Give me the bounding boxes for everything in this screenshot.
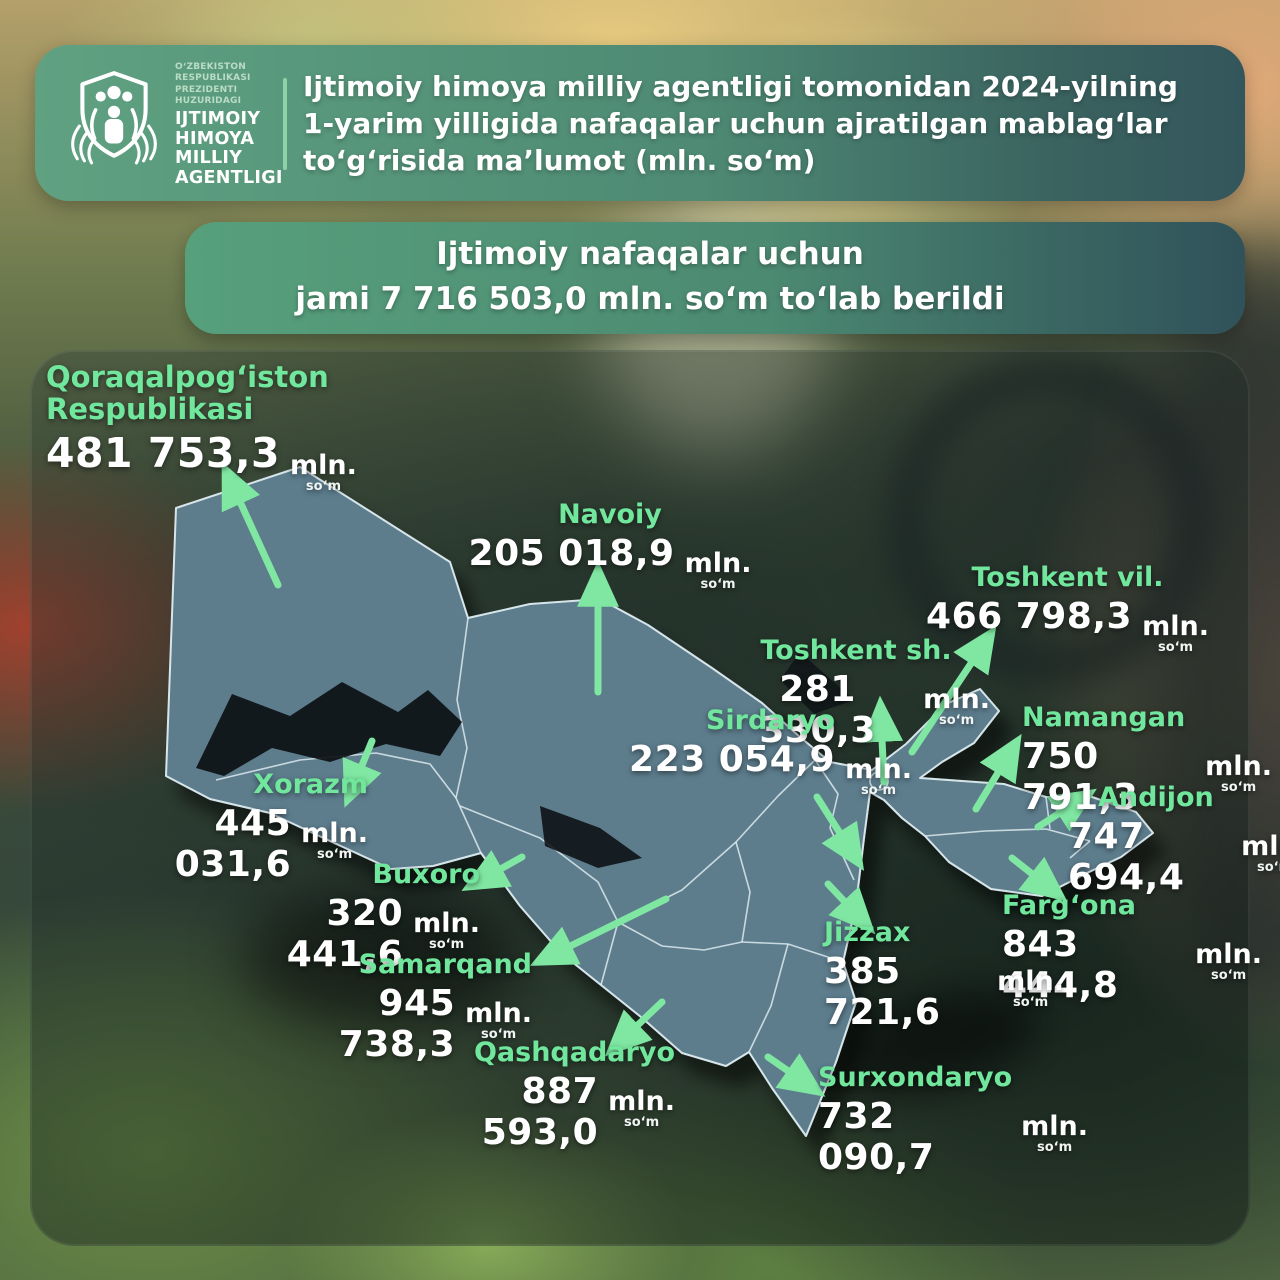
aral-sea-dark-shapes [196,652,854,868]
unit-som: soʻm [480,1026,517,1042]
region-label-namangan: Namangan 750 791,3 mln. soʻm [1022,703,1272,818]
org-name-line: HIMOYA [175,128,255,149]
unit-som: soʻm [1012,994,1049,1010]
region-value: 320 441,6 [286,892,404,975]
title-line: toʻgʻrisida maʼlumot (mln. soʻm) [303,144,816,178]
agency-logo-icon [71,71,157,165]
region-name: Toshkent sh. [760,635,952,666]
unit-mln: mln. [1195,938,1262,970]
banner-line2: jami 7 716 503,0 mln. soʻm toʻlab berild… [295,281,1005,317]
unit-som: soʻm [316,846,353,862]
unit-mln: mln. [290,449,357,481]
unit-som: soʻm [700,576,736,592]
region-value: 843 444,8 [1002,923,1119,1006]
region-name: Xorazm [253,769,368,800]
unit-som: soʻm [938,712,975,728]
region-label-sirdaryo: Sirdaryo 223 054,9 mln. soʻm [628,705,913,797]
title-line: 1-yarim yilligida nafaqalar uchun ajrati… [303,107,1168,141]
region-name: Buxoro [372,859,480,890]
region-value: 747 694,4 [1068,815,1185,898]
region-label-buxoro: Buxoro 320 441,6 mln. soʻm [244,860,480,975]
region-label-xorazm: Xorazm 445 031,6 mln. soʻm [126,770,368,885]
country-silhouette [165,466,1154,1137]
region-value: 385 721,6 [824,950,941,1033]
region-name: Surxondaryo [818,1062,1013,1093]
unit-mln: mln. [923,683,990,715]
title-line: Ijtimoiy himoya milliy agentligi tomonid… [303,70,1178,103]
unit-som: soʻm [1210,967,1247,983]
region-name: Andijon [1098,782,1214,813]
region-name: Qashqadaryo [473,1037,675,1068]
region-label-andijon: Andijon 747 694,4 mln.soʻm [1068,783,1280,898]
unit-som: soʻm [623,1114,660,1130]
unit-mln: mln. [845,753,912,785]
region-label-jizzax: Jizzax 385 721,6 mln. soʻm [824,918,1064,1033]
region-value: 281 330,3 [759,668,876,751]
region-name: Respublikasi [46,391,254,426]
region-label-qoraqalpogiston: Qoraqalpogʻiston Respublikasi 481 753,3 m… [46,360,376,493]
unit-som: soʻm [428,936,465,952]
region-label-qashqadaryo: Qashqadaryo 887 593,0 mln. soʻm [440,1038,675,1153]
pointer-arrows [221,461,1097,1097]
region-label-toshkent-sh: Toshkent sh. 281 330,3 mln. soʻm [722,636,990,751]
region-value: 481 753,3 [46,428,281,477]
unit-mln: mln. [1142,610,1209,642]
total-banner: Ijtimoiy nafaqalar uchun jami 7 716 503,… [185,222,1245,334]
map-shadow-blob [240,890,520,1030]
unit-mln: mln. [997,965,1064,997]
region-value: 732 090,7 [818,1095,935,1178]
org-name-line: IJTIMOIY [175,109,261,129]
region-value: 223 054,9 [629,738,836,780]
org-name-line: AGENTLIGI [175,167,283,188]
unit-som: soʻm [305,478,342,494]
region-name: Sirdaryo [705,705,836,736]
banner-line1: Ijtimoiy nafaqalar uchun [436,236,864,272]
unit-som: soʻm [1220,779,1257,795]
region-value: 445 031,6 [174,802,292,885]
header-bar: OʻZBEKISTON RESPUBLIKASI PREZIDENTI HUZU… [35,45,1245,201]
unit-mln: mln. [608,1085,675,1117]
region-value: 750 791,3 [1022,735,1139,818]
region-name: Jizzax [824,917,911,948]
region-value: 887 593,0 [481,1070,599,1153]
unit-mln: mln. [1021,1110,1088,1142]
unit-mln: mln. [465,997,532,1029]
unit-mln: mln. [413,907,480,939]
region-name: Fargʻona [1002,890,1136,921]
region-value: 466 798,3 [926,595,1133,637]
region-name: Samarqand [358,949,532,980]
region-label-surxondaryo: Surxondaryo 732 090,7 mln. soʻm [818,1063,1088,1178]
org-name-line: MILLIY [175,148,243,169]
org-small-line: OʻZBEKISTON RESPUBLIKASI [175,62,251,84]
org-small-line: PREZIDENTI HUZURIDAGI [175,84,242,106]
region-name: Namangan [1022,702,1186,733]
unit-mln: mln. [1205,750,1272,782]
region-name: Navoiy [558,499,662,530]
unit-mln: mln. [1241,830,1280,862]
region-label-samarqand: Samarqand 945 738,3 mln. soʻm [292,950,532,1065]
region-name: Qoraqalpogʻiston [46,360,329,394]
region-label-toshkent-vil: Toshkent vil. 466 798,3 mln. soʻm [925,562,1210,654]
unit-mln: mln. [684,547,752,579]
region-label-fargona: Fargʻona 843 444,8 mln. soʻm [1002,891,1262,1006]
poster-title: Ijtimoiy himoya milliy agentligi tomonid… [303,68,1243,180]
region-label-navoiy: Navoiy 205 018,9 mln. soʻm [450,499,770,591]
unit-mln: mln. [301,817,368,849]
header-divider [283,78,287,170]
region-name: Toshkent vil. [971,562,1164,593]
agency-name-block: OʻZBEKISTON RESPUBLIKASI PREZIDENTI HUZU… [175,62,305,188]
unit-som: soʻm [860,782,897,798]
region-value: 205 018,9 [468,532,675,574]
unit-som: soʻm [1157,639,1194,655]
unit-som: soʻm [1256,859,1280,875]
unit-som: soʻm [1036,1139,1073,1155]
region-value: 945 738,3 [338,982,456,1065]
